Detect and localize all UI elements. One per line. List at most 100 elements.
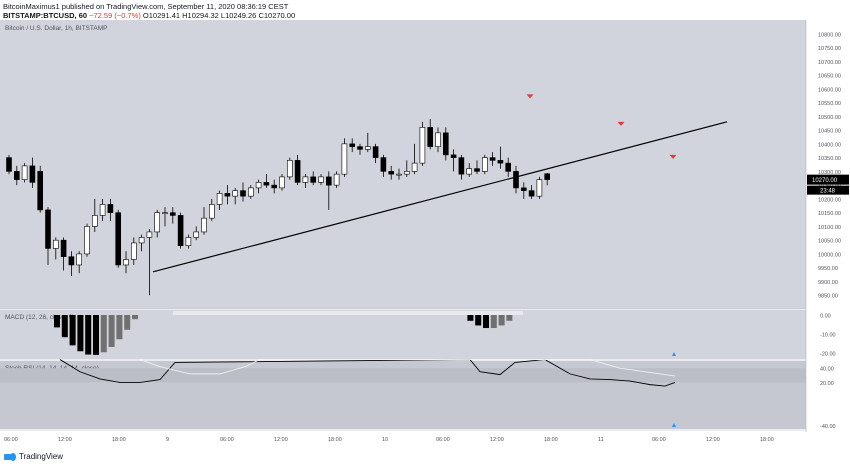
candle <box>536 179 543 197</box>
candle <box>185 237 192 246</box>
candle <box>115 212 121 266</box>
tradingview-logo-icon <box>4 452 16 461</box>
macd-bar <box>108 315 115 347</box>
price-tick-label: 10800.00 <box>818 32 841 38</box>
time-tick-label: 18:00 <box>328 437 342 443</box>
last-price-box <box>807 174 849 185</box>
macd-bar <box>116 315 123 340</box>
stoch-k-line <box>59 359 676 387</box>
candle <box>52 239 59 249</box>
candle <box>146 231 153 238</box>
candle <box>435 132 441 147</box>
price-tick-label: 10000.00 <box>818 252 841 258</box>
candle <box>325 176 332 186</box>
price-tick-label: 10600.00 <box>818 87 841 93</box>
candle <box>99 204 106 216</box>
candle <box>232 190 238 197</box>
time-tick-label: 12:00 <box>58 437 72 443</box>
footer: TradingView <box>4 452 63 461</box>
price-chart[interactable]: 9850.009900.009950.0010000.0010050.00101… <box>0 20 850 451</box>
candle <box>427 127 434 147</box>
candle <box>341 143 348 175</box>
candle <box>474 168 480 172</box>
stoch-tick-label: 20.00 <box>820 381 834 387</box>
price-axis-bg <box>806 20 850 432</box>
candle <box>357 146 363 150</box>
candle <box>76 253 82 266</box>
time-tick-label: 06:00 <box>4 437 18 443</box>
countdown-label: 23:48 <box>820 189 836 195</box>
candle <box>209 204 215 219</box>
price-tick-label: 9900.00 <box>818 280 838 286</box>
macd-bar <box>124 315 131 330</box>
candle <box>294 160 301 183</box>
candle <box>131 242 137 260</box>
price-tick-label: 10750.00 <box>818 46 841 52</box>
candle <box>349 143 356 147</box>
candle <box>318 176 324 183</box>
candle <box>505 162 512 172</box>
macd-bar <box>467 315 474 321</box>
candle <box>240 190 246 197</box>
candle <box>458 157 465 175</box>
candle <box>419 127 426 164</box>
last-price-label: 10270.00 <box>812 178 838 184</box>
candle <box>388 171 395 175</box>
candle <box>45 209 51 249</box>
trendline <box>152 121 728 273</box>
candle <box>411 162 418 172</box>
candle <box>37 171 44 211</box>
candle <box>528 190 535 197</box>
candle <box>310 176 317 183</box>
main-pane-bg <box>0 20 806 309</box>
price-tick-label: 10650.00 <box>818 74 841 80</box>
candle <box>372 146 379 158</box>
price-change: −72.59 (−0.7%) <box>89 11 141 20</box>
macd-tick-label: -20.00 <box>820 352 836 358</box>
price-tick-label: 10450.00 <box>818 129 841 135</box>
price-tick-label: 10700.00 <box>818 60 841 66</box>
price-tick-label: 10500.00 <box>818 115 841 121</box>
candle <box>162 212 168 214</box>
candle <box>403 171 410 175</box>
price-tick-label: 10550.00 <box>818 101 841 107</box>
candle <box>255 182 262 189</box>
candle <box>60 239 67 258</box>
candle <box>380 157 387 172</box>
macd-bar <box>475 315 482 326</box>
stoch-d-line <box>139 359 676 377</box>
candle <box>68 256 75 266</box>
time-tick-label: 12:00 <box>490 437 504 443</box>
macd-bar <box>85 315 92 355</box>
macd-bar <box>490 315 497 329</box>
ohlc-values: O10291.41 H10294.32 L10249.26 C10270.00 <box>142 11 296 20</box>
candle <box>544 173 551 180</box>
time-axis-bg <box>0 432 850 451</box>
macd-zero-strip <box>173 311 523 315</box>
candle <box>481 157 488 172</box>
candle <box>21 165 28 180</box>
time-tick-label: 12:00 <box>706 437 720 443</box>
stoch-blue-marker-icon <box>672 423 676 427</box>
stoch-tick-label: 40.00 <box>820 367 834 373</box>
stoch-tick-label: -40.00 <box>820 424 836 430</box>
macd-tick-label: 0.00 <box>820 314 831 320</box>
time-tick-label: 06:00 <box>220 437 234 443</box>
candle <box>302 176 309 183</box>
candle <box>216 193 223 205</box>
symbol-text: BITSTAMP:BTCUSD, 60 <box>3 11 88 20</box>
candle <box>224 193 231 197</box>
price-tick-label: 9950.00 <box>818 266 838 272</box>
candle <box>286 160 293 178</box>
macd-bar <box>483 315 489 329</box>
price-tick-label: 10300.00 <box>818 170 841 176</box>
candle <box>177 215 184 246</box>
symbol-line: BITSTAMP:BTCUSD, 60 −72.59 (−0.7%) O1029… <box>3 11 295 20</box>
candle <box>92 215 98 227</box>
time-tick-label: 06:00 <box>436 437 450 443</box>
candle <box>442 132 449 156</box>
macd-bar <box>77 315 84 352</box>
time-tick-label: 10 <box>382 437 388 443</box>
macd-bar <box>506 315 513 321</box>
candle <box>333 173 340 186</box>
